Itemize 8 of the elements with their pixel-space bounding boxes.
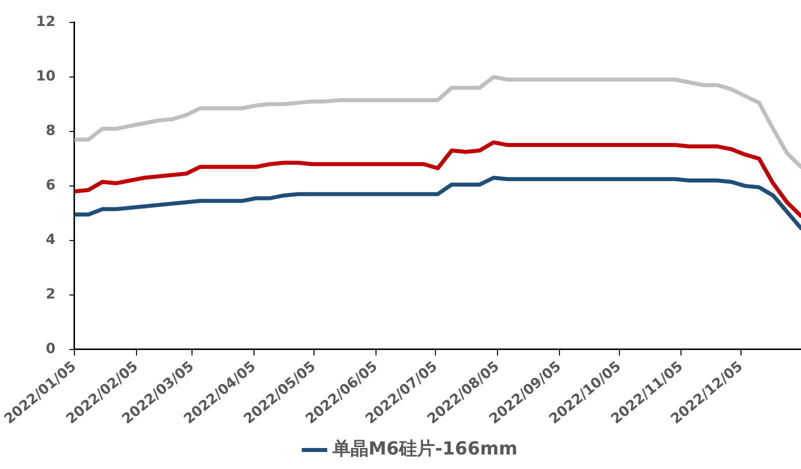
- y-tick-label: 0: [46, 341, 56, 358]
- y-tick-label: 12: [36, 14, 56, 30]
- y-tick-label: 6: [46, 178, 56, 194]
- y-tick-label: 8: [46, 123, 56, 140]
- y-tick-label: 4: [46, 232, 56, 248]
- y-tick-label: 2: [46, 286, 56, 303]
- y-tick-label: 10: [36, 68, 56, 85]
- legend-label: 单晶M6硅片-166mm: [332, 438, 518, 460]
